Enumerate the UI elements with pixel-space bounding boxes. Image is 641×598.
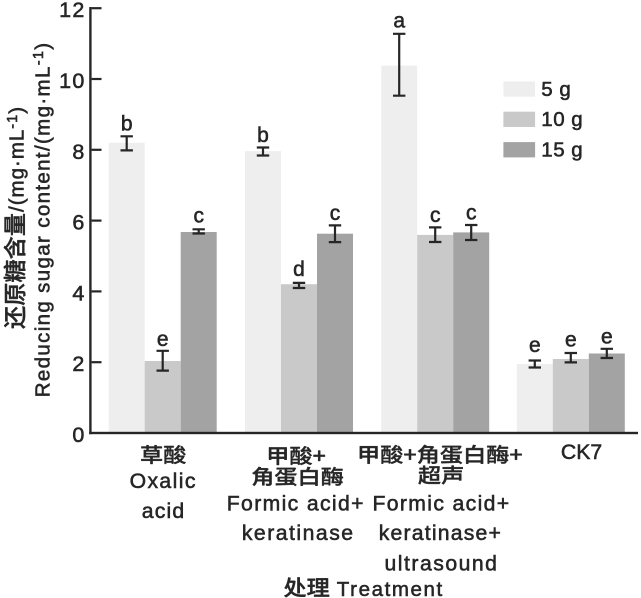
svg-text:c: c: [330, 202, 341, 225]
svg-text:Reducing sugar content/(mg·mL-: Reducing sugar content/(mg·mL-1): [31, 42, 55, 398]
svg-text:/(mg·mL-1): /(mg·mL-1): [5, 106, 29, 212]
svg-text:e: e: [157, 328, 169, 351]
svg-text:0: 0: [72, 423, 85, 447]
svg-text:12: 12: [59, 0, 85, 22]
svg-text:e: e: [565, 329, 577, 352]
svg-text:c: c: [466, 202, 477, 225]
svg-text:e: e: [529, 334, 541, 357]
svg-text:Formic acid+: Formic acid+: [227, 492, 365, 515]
svg-text:8: 8: [72, 140, 85, 164]
svg-text:Treatment: Treatment: [337, 578, 444, 598]
svg-text:e: e: [601, 325, 613, 348]
svg-text:a: a: [393, 10, 405, 33]
svg-text:ultrasound: ultrasound: [385, 553, 499, 576]
svg-text:d: d: [293, 258, 305, 281]
svg-text:10 g: 10 g: [541, 108, 583, 131]
svg-text:keratinase+: keratinase+: [379, 522, 502, 545]
svg-text:6: 6: [72, 211, 85, 235]
svg-text:b: b: [121, 113, 133, 136]
svg-text:15 g: 15 g: [541, 138, 583, 161]
svg-text:c: c: [193, 205, 204, 228]
svg-text:acid: acid: [142, 500, 186, 523]
svg-text:Oxalic: Oxalic: [130, 470, 197, 493]
svg-text:CK7: CK7: [561, 441, 602, 464]
svg-text:5 g: 5 g: [541, 78, 571, 101]
svg-text:4: 4: [72, 281, 85, 305]
svg-text:keratinase: keratinase: [242, 522, 355, 545]
svg-text:2: 2: [72, 352, 85, 376]
svg-text:c: c: [430, 204, 441, 227]
svg-text:b: b: [257, 124, 269, 147]
svg-text:10: 10: [59, 69, 85, 93]
svg-text:Formic acid+: Formic acid+: [372, 492, 510, 515]
